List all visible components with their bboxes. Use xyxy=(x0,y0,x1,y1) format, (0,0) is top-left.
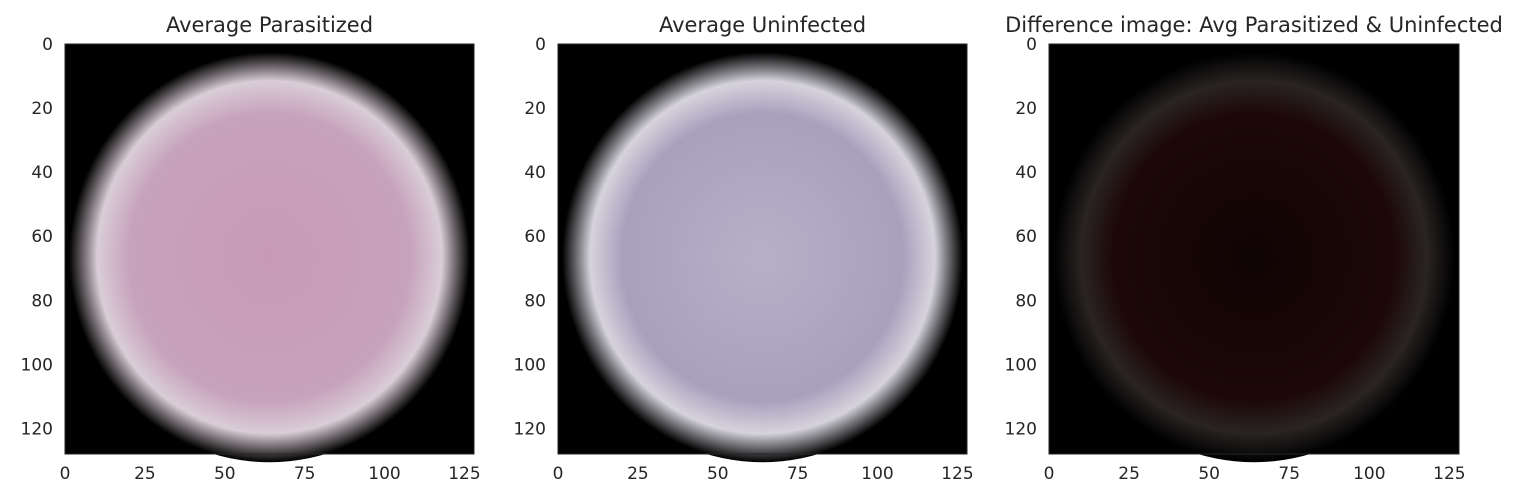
x-tick-label: 0 xyxy=(1044,464,1055,484)
x-tick-label: 25 xyxy=(134,464,156,484)
y-tick-label: 100 xyxy=(21,355,53,375)
y-tick-label: 80 xyxy=(524,291,546,311)
y-tick-label: 60 xyxy=(524,227,546,247)
x-tick-label: 100 xyxy=(1353,464,1385,484)
chart-title: Difference image: Avg Parasitized & Unin… xyxy=(1005,13,1503,37)
cell-image xyxy=(1053,52,1455,463)
axes-frame xyxy=(64,43,475,455)
x-tick-label: 125 xyxy=(448,464,480,484)
y-tick-label: 0 xyxy=(42,35,53,55)
x-tick-label: 125 xyxy=(941,464,973,484)
y-tick-label: 100 xyxy=(1005,355,1037,375)
x-tick-label: 25 xyxy=(1118,464,1140,484)
cell-image xyxy=(69,52,470,463)
y-tick-label: 120 xyxy=(1005,419,1037,439)
x-tick-label: 50 xyxy=(707,464,729,484)
x-tick-label: 75 xyxy=(294,464,316,484)
chart-title: Average Uninfected xyxy=(659,13,866,37)
y-tick-label: 80 xyxy=(1015,291,1037,311)
y-tick-label: 40 xyxy=(524,163,546,183)
x-tick-label: 75 xyxy=(787,464,809,484)
subplot-2: Average Uninfected 0 25 50 75 100 125 0 20 40 60 80… xyxy=(514,13,974,484)
chart-title: Average Parasitized xyxy=(166,13,373,37)
y-tick-label: 20 xyxy=(524,99,546,119)
x-tick-label: 50 xyxy=(1198,464,1220,484)
y-tick-label: 120 xyxy=(514,419,546,439)
y-tick-label: 20 xyxy=(1015,99,1037,119)
x-tick-label: 100 xyxy=(368,464,400,484)
axes-frame xyxy=(557,43,968,455)
x-tick-label: 50 xyxy=(214,464,236,484)
y-tick-label: 40 xyxy=(1015,163,1037,183)
subplot-1: Average Parasitized 0 25 50 75 100 125 0 20 40 60 8… xyxy=(21,13,481,484)
x-tick-label: 125 xyxy=(1433,464,1465,484)
y-tick-label: 100 xyxy=(514,355,546,375)
x-tick-label: 0 xyxy=(553,464,564,484)
y-tick-label: 80 xyxy=(31,291,53,311)
subplot-3: Difference image: Avg Parasitized & Unin… xyxy=(1005,13,1503,484)
y-tick-label: 0 xyxy=(535,35,546,55)
y-tick-label: 40 xyxy=(31,163,53,183)
x-tick-label: 100 xyxy=(861,464,893,484)
x-tick-label: 75 xyxy=(1278,464,1300,484)
cell-image xyxy=(562,52,963,463)
y-tick-label: 120 xyxy=(21,419,53,439)
axes-frame xyxy=(1048,43,1460,455)
x-tick-label: 0 xyxy=(60,464,71,484)
x-tick-label: 25 xyxy=(627,464,649,484)
y-tick-label: 60 xyxy=(31,227,53,247)
y-tick-label: 0 xyxy=(1026,35,1037,55)
y-tick-label: 20 xyxy=(31,99,53,119)
y-tick-label: 60 xyxy=(1015,227,1037,247)
